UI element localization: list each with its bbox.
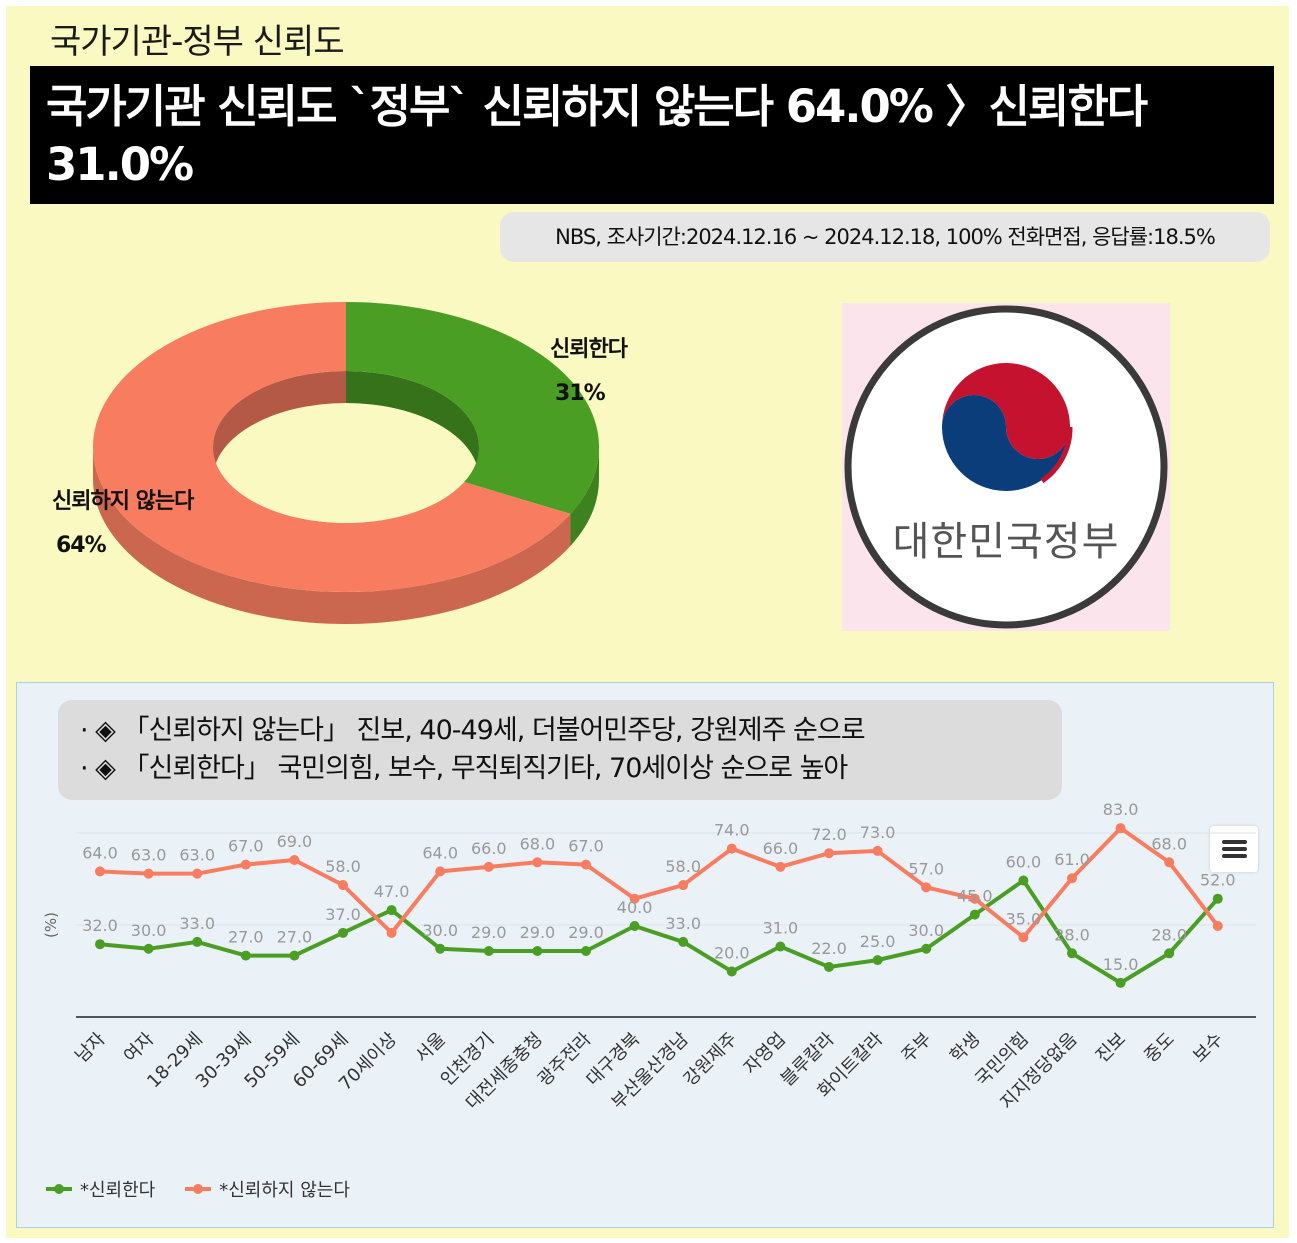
survey-source-badge: NBS, 조사기간:2024.12.16 ~ 2024.12.18, 100% … [500,212,1270,262]
summary-callout: · ◈ 「신뢰하지 않는다」 진보, 40-49세, 더불어민주당, 강원제주 … [58,700,1062,800]
legend-item-trust[interactable]: *신뢰한다 [46,1176,155,1202]
donut-label-distrust: 신뢰하지 않는다 [52,489,195,514]
callout-line-trust: · ◈ 「신뢰한다」 국민의힘, 보수, 무직퇴직기타, 70세이상 순으로 높… [80,753,848,784]
donut-chart: 신뢰한다 31% 신뢰하지 않는다 64% [52,302,630,624]
donut-outer-wall [93,447,571,624]
donut-label-trust: 신뢰한다 [550,337,629,362]
legend-item-distrust[interactable]: *신뢰하지 않는다 [185,1176,350,1202]
legend-swatch-trust [46,1184,72,1194]
taegeuk-symbol-icon [942,363,1073,491]
donut-slice-trust [346,302,599,514]
legend-label-distrust: *신뢰하지 않는다 [219,1180,350,1201]
chart-legend: *신뢰한다 *신뢰하지 않는다 [46,1176,380,1202]
donut-value-trust: 31% [555,381,606,406]
legend-label-trust: *신뢰한다 [80,1180,156,1201]
menu-icon [1222,840,1247,844]
page-subtitle: 국가기관-정부 신뢰도 [50,22,345,62]
donut-slice-distrust [93,302,571,592]
donut-inner-wall [346,371,479,479]
donut-outer-wall [570,447,599,546]
donut-value-distrust: 64% [56,533,107,558]
callout-line-distrust: · ◈ 「신뢰하지 않는다」 진보, 40-49세, 더불어민주당, 강원제주 … [80,715,866,746]
legend-swatch-distrust [185,1184,212,1194]
logo-text: 대한민국정부 [893,519,1120,565]
chart-menu-button[interactable] [1210,826,1258,872]
donut-inner-wall [213,371,346,479]
headline-banner: 국가기관 신뢰도 `정부` 신뢰하지 않는다 64.0% 〉신뢰한다 31.0% [30,66,1274,204]
government-logo: 대한민국정부 [842,303,1170,631]
